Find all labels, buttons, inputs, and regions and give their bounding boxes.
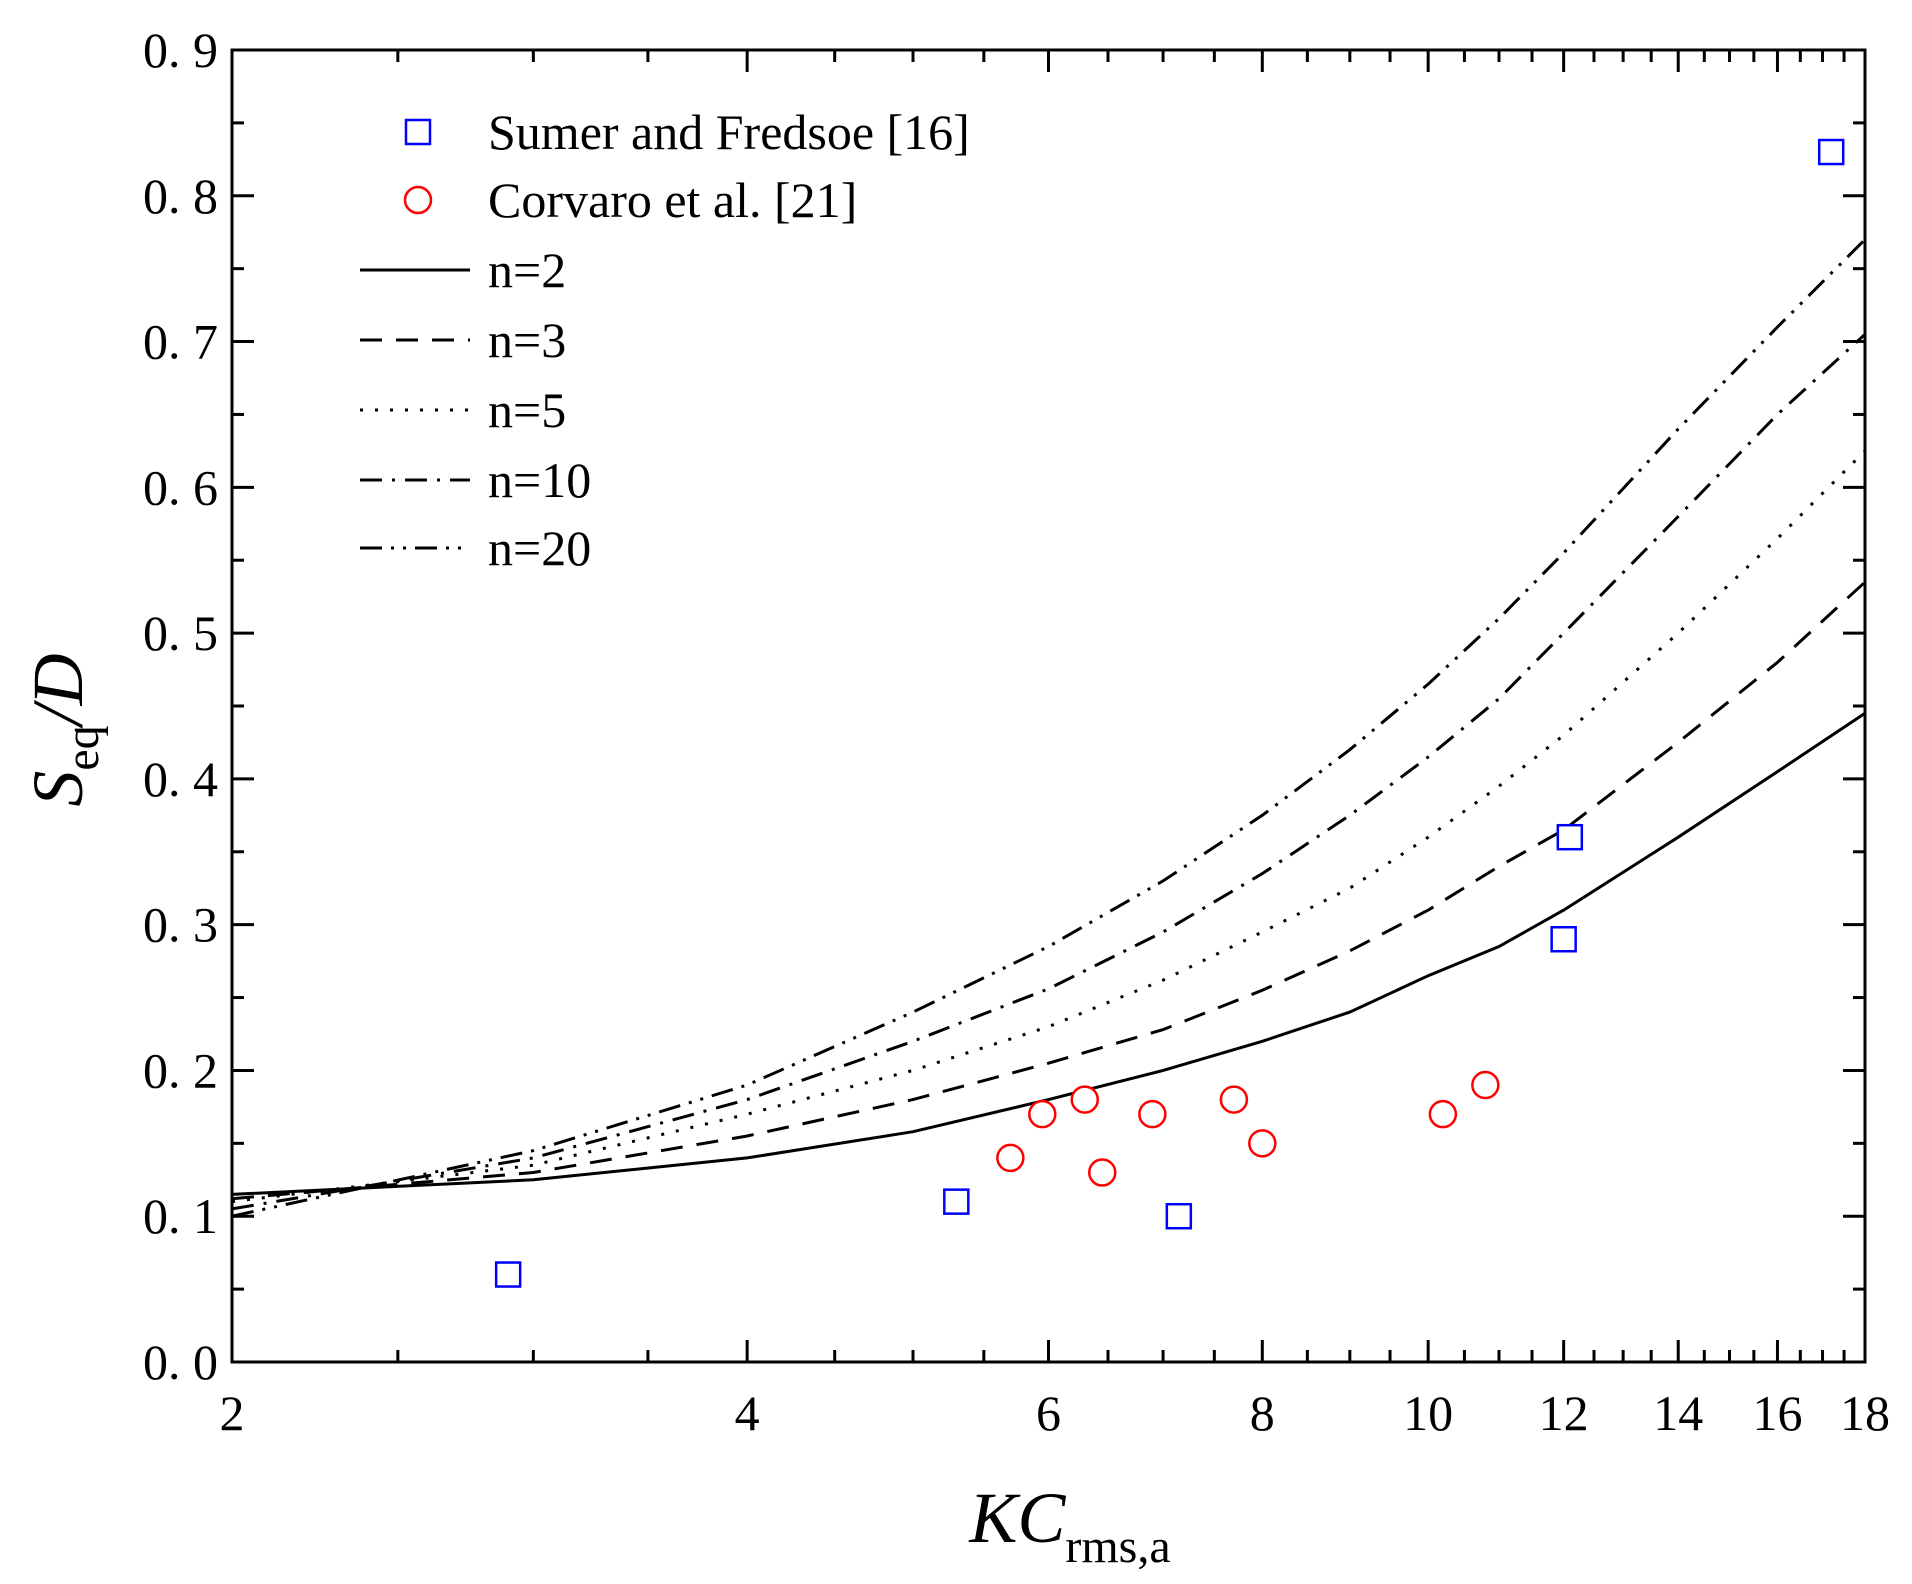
- data-point-square: [494, 1261, 522, 1288]
- y-tick-label: 0. 4: [143, 751, 218, 807]
- x-tick-label: 18: [1840, 1385, 1890, 1441]
- x-tick-label: 12: [1539, 1385, 1589, 1441]
- data-point-circle: [1219, 1085, 1249, 1114]
- series-line-n-20: [231, 238, 1867, 1218]
- data-point-circle: [1070, 1085, 1100, 1114]
- data-point-square: [1817, 138, 1845, 166]
- legend-label: n=3: [488, 312, 566, 368]
- data-point-circle: [1248, 1129, 1277, 1158]
- legend: Sumer and Fredsoe [16] Corvaro et al. [21…: [360, 104, 970, 576]
- y-tick-label: 0. 1: [143, 1188, 218, 1244]
- y-tick-label: 0. 3: [143, 897, 218, 953]
- x-tick-label: 10: [1403, 1385, 1453, 1441]
- x-axis-title-main: KC: [968, 1478, 1066, 1558]
- legend-marker-square: [404, 118, 432, 146]
- data-point-circle: [1471, 1070, 1500, 1100]
- x-tick-label: 16: [1752, 1385, 1802, 1441]
- series-lines: [231, 238, 1867, 1218]
- series-line-n-3: [231, 580, 1867, 1201]
- x-axis-title: KCrms,a: [968, 1478, 1170, 1573]
- tick-labels: 0. 0 0. 1 0. 2 0. 3 0. 4 0. 5 0. 6 0. 7 0. 8 0. 9…: [143, 22, 1890, 1441]
- data-point-square: [1556, 823, 1584, 851]
- series-line-n-10: [231, 333, 1867, 1211]
- y-tick-label: 0. 7: [143, 314, 218, 370]
- legend-label: Sumer and Fredsoe [16]: [488, 104, 970, 160]
- legend-item: Corvaro et al. [21]: [403, 172, 857, 228]
- data-point-circle: [1087, 1158, 1117, 1187]
- y-axis-title-tail: /D: [18, 653, 98, 729]
- legend-item: n=10: [360, 452, 591, 508]
- data-point-square: [1550, 925, 1577, 953]
- legend-item: n=2: [360, 242, 566, 298]
- legend-label: n=5: [488, 382, 566, 438]
- x-tick-label: 14: [1653, 1385, 1703, 1441]
- legend-label: n=20: [488, 520, 591, 576]
- y-axis-title-sub: eq: [56, 725, 109, 770]
- x-axis-title-sub: rms,a: [1065, 1520, 1170, 1573]
- y-tick-label: 0. 2: [143, 1042, 218, 1098]
- legend-marker-circle: [403, 185, 433, 215]
- data-point-circle: [1138, 1099, 1167, 1129]
- data-point-square: [1165, 1202, 1193, 1230]
- data-point-circle: [1428, 1099, 1458, 1129]
- y-tick-label: 0. 6: [143, 459, 218, 515]
- series-markers: [494, 138, 1845, 1288]
- x-tick-label: 8: [1250, 1385, 1275, 1441]
- y-tick-label: 0. 9: [143, 22, 218, 78]
- legend-item: n=20: [360, 520, 591, 576]
- data-point-square: [943, 1188, 970, 1215]
- legend-label: Corvaro et al. [21]: [488, 172, 857, 228]
- plot-frame: [230, 48, 1867, 1364]
- legend-label: n=10: [488, 452, 591, 508]
- legend-item: n=3: [360, 312, 566, 368]
- y-tick-label: 0. 0: [143, 1334, 218, 1390]
- y-tick-label: 0. 5: [143, 605, 218, 661]
- series-line-n-2: [231, 712, 1866, 1196]
- legend-item: Sumer and Fredsoe [16]: [404, 104, 970, 160]
- x-tick-label: 2: [220, 1385, 245, 1441]
- data-point-circle: [996, 1143, 1025, 1173]
- legend-item: n=5: [360, 382, 566, 438]
- y-axis-title-main: S: [18, 771, 98, 807]
- data-point-circle: [1028, 1099, 1057, 1129]
- legend-label: n=2: [488, 242, 566, 298]
- x-tick-label: 6: [1036, 1385, 1061, 1441]
- y-tick-label: 0. 8: [143, 168, 218, 224]
- y-axis-title: Seq/D: [18, 653, 109, 806]
- series-line-n-5: [231, 449, 1867, 1204]
- axis-ticks: [230, 48, 1867, 1364]
- x-tick-label: 4: [735, 1385, 760, 1441]
